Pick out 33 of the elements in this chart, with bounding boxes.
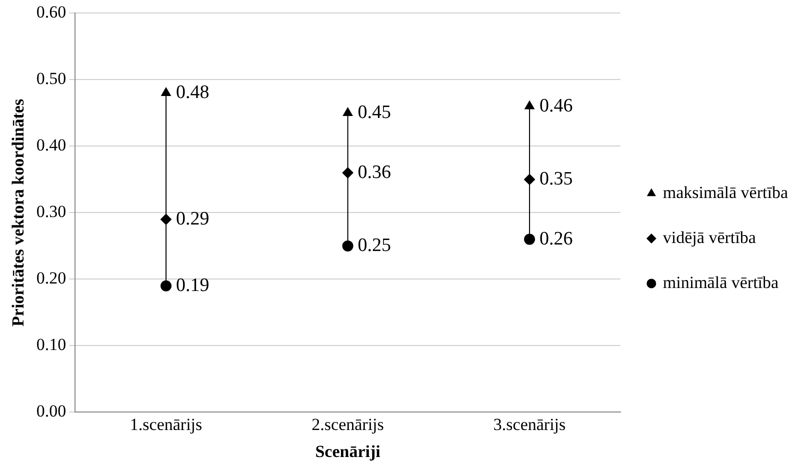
- data-label: 0.25: [358, 234, 392, 256]
- point: [342, 107, 353, 116]
- data-label: 0.26: [540, 228, 573, 250]
- point: [524, 174, 536, 185]
- x-tick-label: 1.scenārijs: [130, 414, 202, 434]
- y-axis-title: Prioritātes vektora koordinātes: [8, 98, 28, 326]
- data-label: 0.36: [358, 162, 392, 183]
- data-label: 0.48: [176, 82, 210, 103]
- y-tick-label: 0.60: [36, 2, 66, 22]
- point: [524, 100, 534, 110]
- legend-label: maksimālā vērtība: [662, 182, 788, 202]
- y-tick-label: 0.20: [36, 268, 66, 288]
- data-label: 0.35: [540, 168, 573, 190]
- y-tick-label: 0.30: [36, 202, 66, 222]
- y-tick-label: 0.50: [36, 69, 66, 88]
- x-tick-label: 2.scenārijs: [312, 414, 384, 434]
- point: [342, 167, 354, 178]
- point: [342, 240, 354, 252]
- data-label: 0.46: [540, 95, 573, 116]
- y-tick-label: 0.00: [36, 402, 66, 421]
- data-label: 0.19: [176, 274, 210, 296]
- legend-label: minimālā vērtība: [662, 272, 780, 292]
- x-axis-title: Scenāriji: [315, 442, 381, 462]
- y-tick-label: 0.10: [36, 335, 66, 354]
- data-label: 0.45: [358, 102, 392, 123]
- legend-label: vidējā vērtība: [662, 228, 756, 247]
- point: [160, 280, 172, 292]
- point: [161, 88, 171, 96]
- point: [524, 234, 536, 245]
- point: [160, 214, 172, 225]
- y-tick-label: 0.40: [36, 136, 66, 155]
- data-label: 0.29: [176, 208, 210, 230]
- x-tick-label: 3.scenārijs: [493, 414, 566, 434]
